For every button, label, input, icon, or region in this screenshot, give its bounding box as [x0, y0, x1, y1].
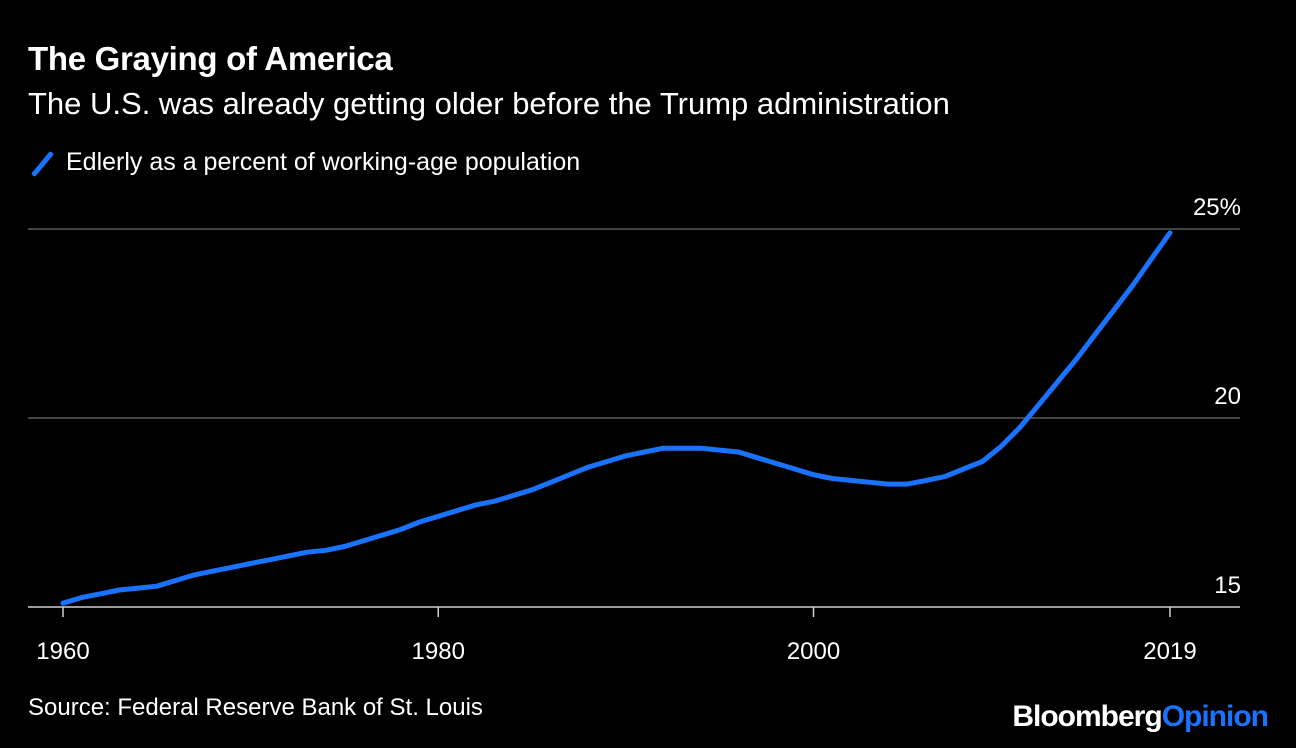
brand-logo: BloombergOpinion	[1012, 700, 1269, 734]
legend-label: Edlerly as a percent of working-age popu…	[66, 148, 581, 176]
x-tick-label: 2019	[1143, 638, 1196, 665]
source-note: Source: Federal Reserve Bank of St. Loui…	[28, 694, 483, 721]
x-axis: 1960 1980 2000 2019	[36, 607, 1197, 665]
y-tick-labels: 15 20 25%	[1193, 194, 1241, 599]
gridlines	[28, 228, 1240, 608]
y-tick-label: 20	[1214, 383, 1241, 410]
y-tick-label: 15	[1214, 572, 1241, 599]
brand-bloomberg: Bloomberg	[1012, 700, 1162, 733]
brand-opinion: Opinion	[1161, 700, 1269, 733]
series-lines	[60, 230, 1173, 606]
x-tick-label: 1980	[412, 638, 465, 665]
y-tick-label: 25%	[1193, 194, 1241, 221]
chart-title: The Graying of America	[28, 40, 393, 77]
series-line	[60, 230, 1173, 606]
legend: Edlerly as a percent of working-age popu…	[30, 148, 580, 177]
x-tick-label: 2000	[787, 638, 840, 665]
chart-subtitle: The U.S. was already getting older befor…	[28, 86, 950, 121]
x-tick-label: 1960	[36, 638, 89, 665]
